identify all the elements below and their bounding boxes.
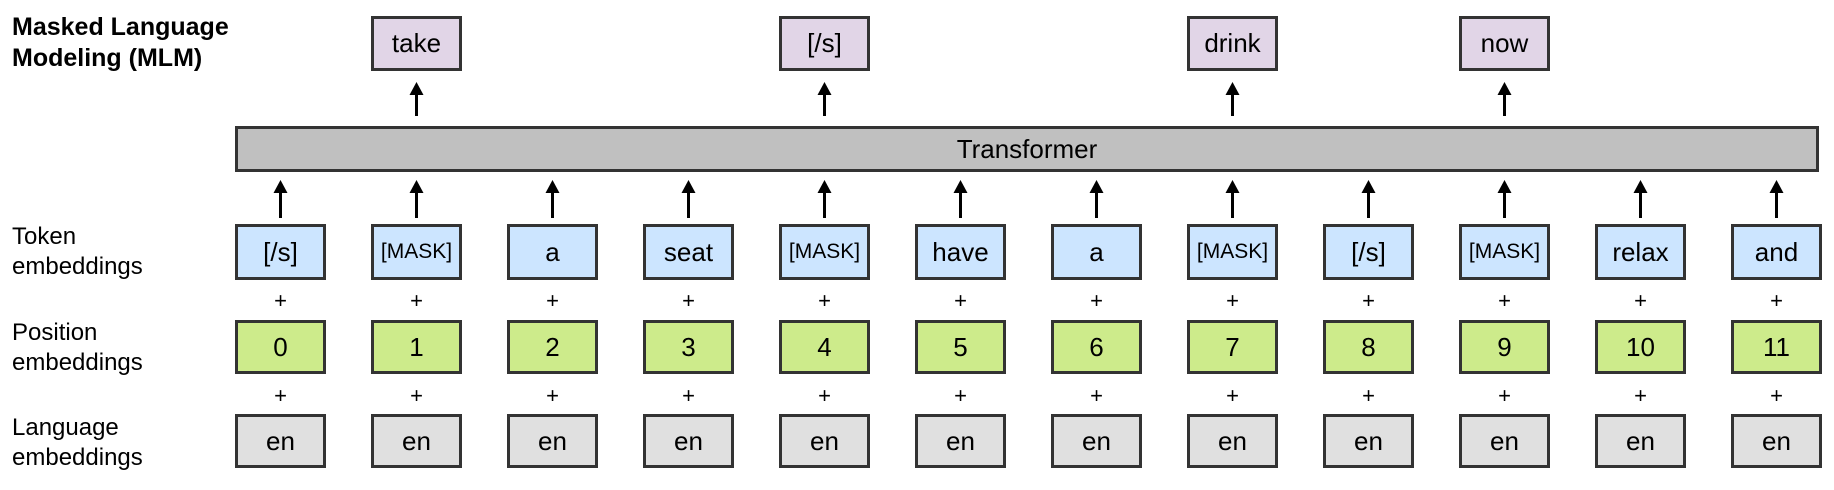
plus-sign: + <box>1770 383 1783 408</box>
input-arrow <box>273 180 288 218</box>
plus-sign: + <box>818 383 831 408</box>
language-embedding-box: en <box>1323 414 1414 468</box>
plus-sign: + <box>1226 288 1239 313</box>
plus-sign: + <box>954 383 967 408</box>
plus-sign: + <box>954 288 967 313</box>
token-embedding-box: have <box>915 224 1006 280</box>
position-embedding-box: 0 <box>235 320 326 374</box>
plus-sign: + <box>546 288 559 313</box>
position-embedding-box: 9 <box>1459 320 1550 374</box>
title-line-2: Modeling (MLM) <box>12 44 203 72</box>
position-embeddings-label: Position embeddings <box>12 319 143 376</box>
plus-sign: + <box>1634 288 1647 313</box>
output-prediction-box: take <box>371 16 462 71</box>
input-arrow <box>681 180 696 218</box>
language-embedding-box: en <box>507 414 598 468</box>
language-embedding-box: en <box>915 414 1006 468</box>
plus-sign: + <box>1498 288 1511 313</box>
input-arrow <box>1225 180 1240 218</box>
language-embedding-box: en <box>1595 414 1686 468</box>
input-arrow <box>1769 180 1784 218</box>
position-embedding-box: 2 <box>507 320 598 374</box>
token-embedding-box: [MASK] <box>371 224 462 280</box>
title-line-1: Masked Language <box>12 13 229 41</box>
output-arrow <box>817 82 832 116</box>
token-embeddings-label: Token embeddings <box>12 223 143 280</box>
transformer-block: Transformer <box>235 126 1819 172</box>
position-embedding-box: 6 <box>1051 320 1142 374</box>
token-embedding-box: and <box>1731 224 1822 280</box>
token-embedding-box: relax <box>1595 224 1686 280</box>
token-embedding-box: [MASK] <box>1187 224 1278 280</box>
position-embedding-box: 4 <box>779 320 870 374</box>
plus-sign: + <box>546 383 559 408</box>
input-arrow <box>409 180 424 218</box>
position-embedding-box: 8 <box>1323 320 1414 374</box>
language-embedding-box: en <box>1187 414 1278 468</box>
language-embedding-box: en <box>235 414 326 468</box>
plus-sign: + <box>274 383 287 408</box>
token-embedding-box: [/s] <box>1323 224 1414 280</box>
plus-sign: + <box>682 288 695 313</box>
language-embeddings-label: Language embeddings <box>12 414 143 471</box>
plus-sign: + <box>410 288 423 313</box>
plus-sign: + <box>1362 383 1375 408</box>
token-embedding-box: [MASK] <box>779 224 870 280</box>
output-arrow <box>1497 82 1512 116</box>
input-arrow <box>1089 180 1104 218</box>
plus-sign: + <box>1498 383 1511 408</box>
plus-sign: + <box>818 288 831 313</box>
language-embedding-box: en <box>779 414 870 468</box>
plus-sign: + <box>682 383 695 408</box>
language-embedding-box: en <box>371 414 462 468</box>
plus-sign: + <box>1090 288 1103 313</box>
language-embedding-box: en <box>1459 414 1550 468</box>
position-embedding-box: 11 <box>1731 320 1822 374</box>
language-embedding-box: en <box>1731 414 1822 468</box>
position-embedding-box: 3 <box>643 320 734 374</box>
output-prediction-box: [/s] <box>779 16 870 71</box>
input-arrow <box>1361 180 1376 218</box>
language-embedding-box: en <box>1051 414 1142 468</box>
plus-sign: + <box>1226 383 1239 408</box>
position-embedding-box: 1 <box>371 320 462 374</box>
plus-sign: + <box>1770 288 1783 313</box>
token-embedding-box: [/s] <box>235 224 326 280</box>
input-arrow <box>953 180 968 218</box>
plus-sign: + <box>274 288 287 313</box>
plus-sign: + <box>1634 383 1647 408</box>
language-embedding-box: en <box>643 414 734 468</box>
position-embedding-box: 10 <box>1595 320 1686 374</box>
diagram-title: Masked Language Modeling (MLM) <box>12 12 229 74</box>
plus-sign: + <box>410 383 423 408</box>
position-embedding-box: 7 <box>1187 320 1278 374</box>
position-embedding-box: 5 <box>915 320 1006 374</box>
output-prediction-box: drink <box>1187 16 1278 71</box>
plus-sign: + <box>1090 383 1103 408</box>
input-arrow <box>1633 180 1648 218</box>
input-arrow <box>817 180 832 218</box>
plus-sign: + <box>1362 288 1375 313</box>
input-arrow <box>545 180 560 218</box>
output-prediction-box: now <box>1459 16 1550 71</box>
token-embedding-box: [MASK] <box>1459 224 1550 280</box>
output-arrow <box>1225 82 1240 116</box>
input-arrow <box>1497 180 1512 218</box>
token-embedding-box: a <box>507 224 598 280</box>
output-arrow <box>409 82 424 116</box>
token-embedding-box: seat <box>643 224 734 280</box>
token-embedding-box: a <box>1051 224 1142 280</box>
